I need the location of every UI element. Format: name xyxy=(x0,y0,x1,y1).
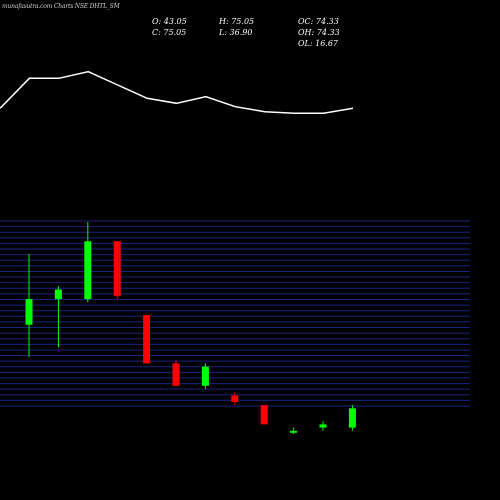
candle xyxy=(260,405,268,425)
candle-body xyxy=(84,241,92,300)
candle xyxy=(290,427,298,434)
candle xyxy=(54,286,62,348)
candle-body xyxy=(290,430,298,433)
candle-body xyxy=(260,405,268,425)
candle-body xyxy=(54,289,62,300)
high-value: H: 75.05 xyxy=(219,17,255,26)
line-series xyxy=(0,70,354,115)
candle xyxy=(84,222,92,303)
candle-body xyxy=(143,315,151,364)
oc-value: OC: 74.33 xyxy=(298,17,339,26)
ol-value: OL: 16.67 xyxy=(298,39,339,48)
open-value: O: 43.05 xyxy=(152,17,187,26)
candle xyxy=(231,392,239,406)
candle xyxy=(25,254,33,357)
candle-body xyxy=(25,299,33,325)
candle-body xyxy=(172,363,180,386)
candle xyxy=(201,363,209,390)
candle-body xyxy=(113,241,121,296)
candle-body xyxy=(201,366,209,386)
grid xyxy=(0,220,470,407)
candle xyxy=(172,360,180,386)
close-value: C: 75.05 xyxy=(152,28,187,37)
candle-body xyxy=(319,424,327,428)
candle xyxy=(113,241,121,300)
low-value: L: 36.90 xyxy=(219,28,253,37)
moving-average-line xyxy=(0,70,354,115)
candle-body xyxy=(231,395,239,402)
candle xyxy=(319,421,327,431)
candlesticks xyxy=(25,222,356,434)
chart-title: Charts NSE DHTL_SM xyxy=(53,3,120,10)
candle xyxy=(348,405,356,431)
brand-name: munafasutra.com xyxy=(2,3,53,10)
candle-body xyxy=(348,408,356,428)
candle xyxy=(143,315,151,364)
oh-value: OH: 74.33 xyxy=(298,28,340,37)
brand-title: munafasutra.com Charts NSE DHTL_SM xyxy=(2,3,120,10)
